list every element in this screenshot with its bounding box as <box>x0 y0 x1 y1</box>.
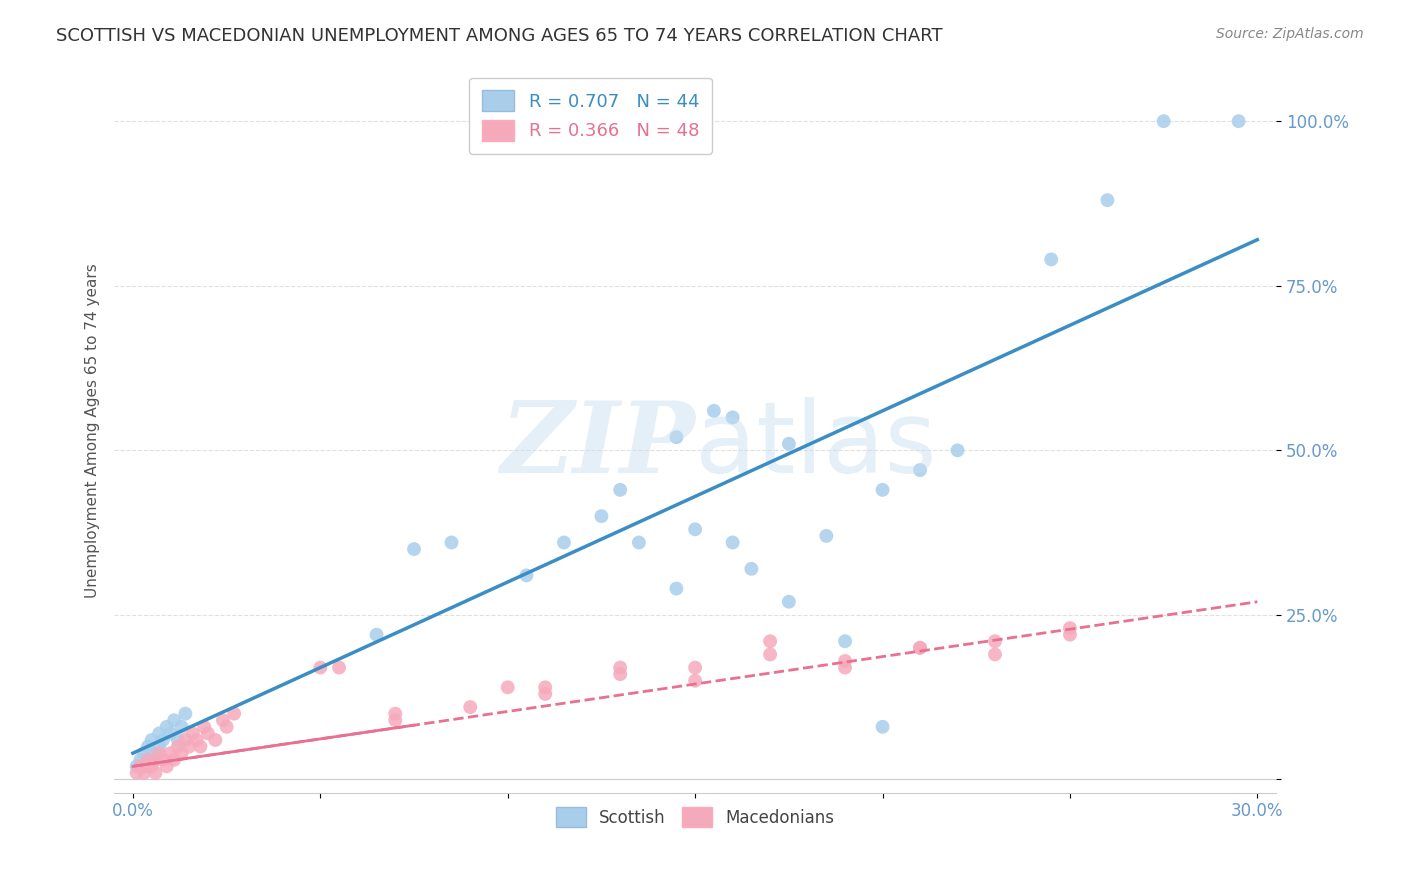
Point <box>125 765 148 780</box>
Point <box>152 733 174 747</box>
Point <box>440 535 463 549</box>
Point <box>366 628 388 642</box>
Point <box>141 746 163 760</box>
Point <box>834 660 856 674</box>
Point <box>174 706 197 721</box>
Point <box>384 713 406 727</box>
Point <box>778 595 800 609</box>
Point <box>141 733 163 747</box>
Point <box>872 720 894 734</box>
Point <box>134 765 156 780</box>
Point <box>204 733 226 747</box>
Point <box>309 660 332 674</box>
Point <box>1097 193 1119 207</box>
Point <box>609 483 631 497</box>
Text: SCOTTISH VS MACEDONIAN UNEMPLOYMENT AMONG AGES 65 TO 74 YEARS CORRELATION CHART: SCOTTISH VS MACEDONIAN UNEMPLOYMENT AMON… <box>56 27 943 45</box>
Point <box>458 700 481 714</box>
Point <box>163 713 186 727</box>
Point <box>159 746 181 760</box>
Point <box>740 562 762 576</box>
Point <box>145 753 167 767</box>
Point <box>946 443 969 458</box>
Point <box>721 535 744 549</box>
Point <box>163 753 186 767</box>
Point <box>167 739 190 754</box>
Point <box>125 759 148 773</box>
Point <box>181 726 204 740</box>
Point <box>152 753 174 767</box>
Point <box>136 739 159 754</box>
Point <box>834 654 856 668</box>
Point <box>215 720 238 734</box>
Point <box>984 634 1007 648</box>
Point <box>148 739 170 754</box>
Point <box>328 660 350 674</box>
Point <box>1059 628 1081 642</box>
Text: atlas: atlas <box>695 397 936 493</box>
Point <box>170 746 193 760</box>
Point <box>815 529 838 543</box>
Point <box>908 640 931 655</box>
Point <box>759 648 782 662</box>
Point <box>984 648 1007 662</box>
Point <box>156 720 179 734</box>
Point <box>193 720 215 734</box>
Point <box>384 706 406 721</box>
Point <box>1153 114 1175 128</box>
Point <box>665 430 688 444</box>
Point <box>778 436 800 450</box>
Point <box>134 759 156 773</box>
Point <box>683 660 706 674</box>
Y-axis label: Unemployment Among Ages 65 to 74 years: Unemployment Among Ages 65 to 74 years <box>86 263 100 598</box>
Point <box>1040 252 1063 267</box>
Point <box>212 713 235 727</box>
Point <box>627 535 650 549</box>
Point <box>129 753 152 767</box>
Point <box>683 522 706 536</box>
Point <box>609 660 631 674</box>
Point <box>145 753 167 767</box>
Point <box>721 410 744 425</box>
Point <box>170 720 193 734</box>
Point <box>515 568 537 582</box>
Point <box>1059 621 1081 635</box>
Point <box>759 634 782 648</box>
Point <box>665 582 688 596</box>
Point <box>129 759 152 773</box>
Point <box>190 739 212 754</box>
Point <box>683 673 706 688</box>
Text: Source: ZipAtlas.com: Source: ZipAtlas.com <box>1216 27 1364 41</box>
Point <box>134 746 156 760</box>
Point <box>591 509 613 524</box>
Point <box>534 687 557 701</box>
Point <box>534 681 557 695</box>
Point <box>179 739 201 754</box>
Point <box>141 759 163 773</box>
Point <box>148 726 170 740</box>
Point <box>402 542 425 557</box>
Point <box>1227 114 1250 128</box>
Text: ZIP: ZIP <box>501 397 695 493</box>
Point <box>136 759 159 773</box>
Point <box>908 640 931 655</box>
Point <box>703 404 725 418</box>
Point <box>167 733 190 747</box>
Point <box>224 706 246 721</box>
Point <box>159 726 181 740</box>
Point <box>136 753 159 767</box>
Point <box>174 733 197 747</box>
Point <box>872 483 894 497</box>
Point <box>186 733 208 747</box>
Point <box>496 681 519 695</box>
Point <box>148 746 170 760</box>
Point <box>156 759 179 773</box>
Legend: Scottish, Macedonians: Scottish, Macedonians <box>547 799 844 835</box>
Point <box>834 634 856 648</box>
Point <box>145 765 167 780</box>
Point <box>908 463 931 477</box>
Point <box>609 667 631 681</box>
Point <box>197 726 219 740</box>
Point <box>553 535 575 549</box>
